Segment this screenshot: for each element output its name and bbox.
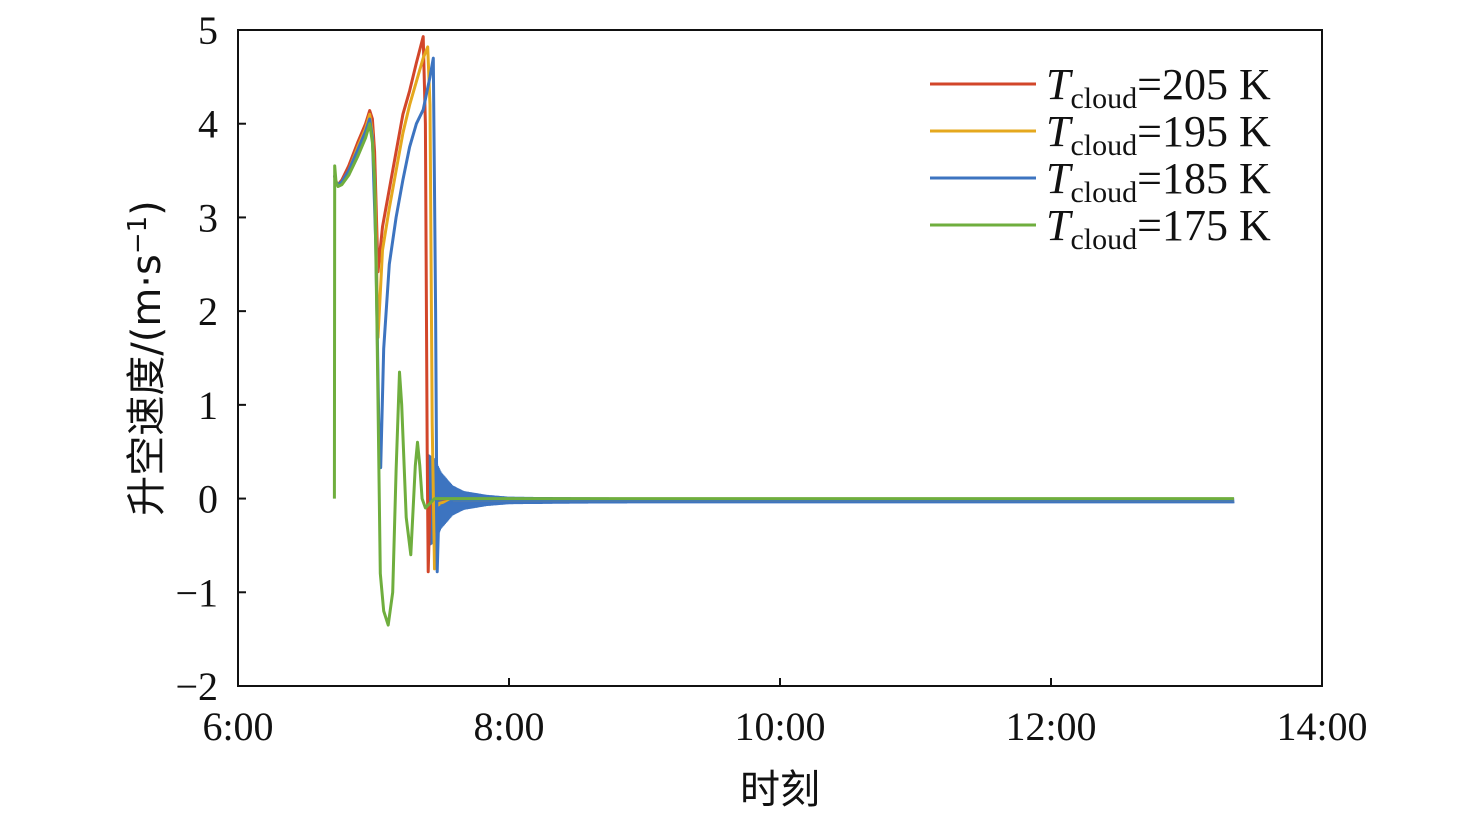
legend-variable: T [1046, 154, 1074, 203]
x-axis-title: 时刻 [740, 767, 820, 813]
legend-value: =175 K [1137, 201, 1271, 250]
legend-entry-label: Tcloud=195 K [1046, 107, 1271, 162]
x-tick-label: 10:00 [734, 704, 825, 749]
x-tick-label: 14:00 [1276, 704, 1367, 749]
legend-value: =205 K [1137, 60, 1271, 109]
legend-subscript: cloud [1070, 82, 1137, 115]
y-tick-label: 1 [198, 383, 218, 428]
y-axis-title-close: ) [124, 200, 170, 216]
x-tick-label: 12:00 [1005, 704, 1096, 749]
y-tick-label: −2 [175, 664, 218, 709]
legend-entry-label: Tcloud=205 K [1046, 60, 1271, 115]
series-line-175k [332, 122, 1234, 627]
legend-entry-label: Tcloud=185 K [1046, 154, 1271, 209]
y-tick-label: 2 [198, 289, 218, 334]
legend-variable: T [1046, 201, 1074, 250]
y-tick-label: −1 [175, 570, 218, 615]
legend-subscript: cloud [1070, 129, 1137, 162]
series-layer [332, 35, 1235, 627]
legend-entry-label: Tcloud=175 K [1046, 201, 1271, 256]
y-tick-label: 0 [198, 477, 218, 522]
series-line-205k [332, 35, 1234, 574]
y-tick-label: 5 [198, 8, 218, 53]
series-line-195k [332, 45, 1234, 571]
y-axis-title-main: 升空速度/(m·s [124, 254, 170, 516]
axes: 6:00 8:00 10:00 12:00 14:00 −2 −1 0 1 2 3 4 5 [175, 8, 1367, 749]
y-tick-label: 4 [198, 102, 218, 147]
legend-subscript: cloud [1070, 176, 1137, 209]
x-tick-label: 8:00 [473, 704, 544, 749]
legend-subscript: cloud [1070, 223, 1137, 256]
y-axis-title-exponent: −1 [123, 216, 153, 254]
y-axis-title: 升空速度/(m·s−1) [123, 200, 170, 516]
x-tick-label: 6:00 [202, 704, 273, 749]
y-tick-label: 3 [198, 195, 218, 240]
legend-variable: T [1046, 60, 1074, 109]
legend-variable: T [1046, 107, 1074, 156]
legend-value: =195 K [1137, 107, 1271, 156]
legend-value: =185 K [1137, 154, 1271, 203]
series-line-185k [332, 56, 1234, 574]
